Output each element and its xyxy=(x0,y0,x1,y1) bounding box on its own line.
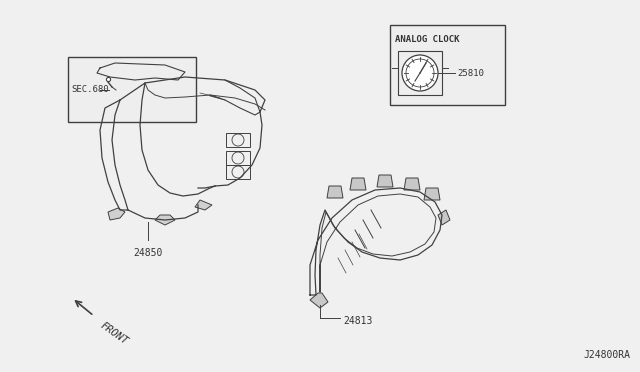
Bar xyxy=(68,57,196,122)
Polygon shape xyxy=(438,210,450,225)
Polygon shape xyxy=(195,200,212,210)
Polygon shape xyxy=(377,175,393,187)
Circle shape xyxy=(402,55,438,91)
Bar xyxy=(226,165,250,179)
Text: SEC.680: SEC.680 xyxy=(71,86,109,94)
Text: ANALOG CLOCK: ANALOG CLOCK xyxy=(395,35,460,44)
Bar xyxy=(226,133,250,147)
Text: J24800RA: J24800RA xyxy=(583,350,630,360)
Polygon shape xyxy=(327,186,343,198)
Text: 24850: 24850 xyxy=(133,248,163,258)
Bar xyxy=(398,51,442,95)
Polygon shape xyxy=(310,293,328,308)
Polygon shape xyxy=(108,208,125,220)
Polygon shape xyxy=(155,215,175,225)
Text: 24813: 24813 xyxy=(343,316,372,326)
Text: 25810: 25810 xyxy=(457,68,484,77)
Bar xyxy=(226,151,250,165)
Polygon shape xyxy=(350,178,366,190)
Text: FRONT: FRONT xyxy=(98,320,129,346)
Bar xyxy=(390,25,505,105)
Polygon shape xyxy=(424,188,440,200)
Polygon shape xyxy=(404,178,420,190)
